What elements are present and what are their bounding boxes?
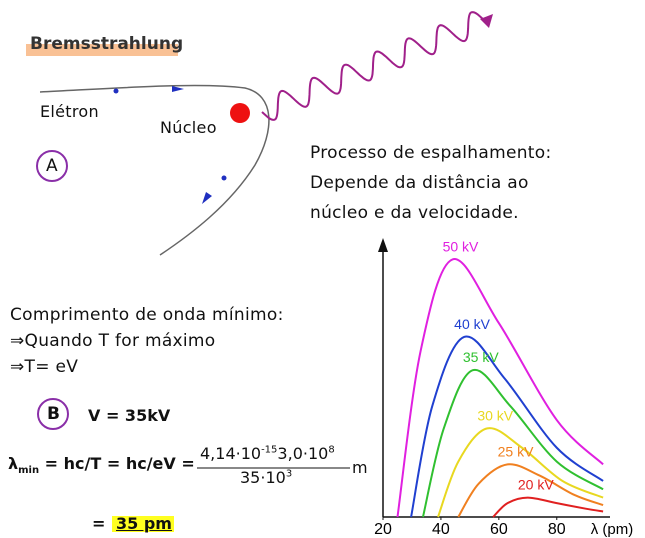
exponent: -15 <box>261 444 278 456</box>
electron-dot <box>113 88 119 94</box>
numerator: 4,14·10-153,0·108 <box>200 444 335 463</box>
x-tick-label: 80 <box>548 521 566 538</box>
result-highlight <box>112 516 174 532</box>
formula-text: = hc/T = hc/eV = <box>44 454 195 473</box>
exponent: 8 <box>328 444 335 456</box>
electron-path <box>39 84 270 256</box>
exponent: 3 <box>285 468 293 480</box>
arrow <box>202 192 212 204</box>
x-tick-label: 60 <box>490 521 508 538</box>
curve-label: 20 kV <box>518 477 554 493</box>
curve <box>437 427 604 518</box>
nucleus-label: Núcleo <box>160 118 217 137</box>
marker-circle <box>37 398 69 430</box>
result: 35 pm <box>116 514 172 533</box>
electron-dot <box>221 175 227 181</box>
electron-label: Elétron <box>40 102 99 121</box>
text-line: ⇒T= eV <box>10 357 79 377</box>
marker-circle <box>36 150 68 182</box>
axis-arrow <box>378 238 388 252</box>
text-line: Comprimento de onda mínimo: <box>10 305 284 325</box>
text-line: núcleo e da velocidade. <box>310 203 519 223</box>
nucleus <box>230 103 250 123</box>
factor: 35·10 <box>240 468 286 487</box>
curve <box>410 335 604 518</box>
arrow <box>172 86 184 92</box>
title: Bremsstrahlung <box>30 34 184 54</box>
photon-wave <box>261 11 485 121</box>
denominator: 35·103 <box>240 468 292 487</box>
arrow <box>480 14 493 28</box>
curve-label: 50 kV <box>443 238 479 254</box>
x-tick-label: 40 <box>432 521 450 538</box>
curve <box>421 369 604 518</box>
title-highlight <box>26 44 178 56</box>
marker: A <box>46 156 58 176</box>
curve-label: 40 kV <box>454 316 490 332</box>
subscript: min <box>18 465 40 477</box>
curve-label: 30 kV <box>477 407 513 423</box>
factor: 3,0·10 <box>277 444 329 463</box>
factor: 4,14·10 <box>200 444 262 463</box>
symbol: λ <box>8 454 19 473</box>
marker: B <box>47 404 61 424</box>
minimum-text: Comprimento de onda mínimo: ⇒Quando T fo… <box>10 302 284 380</box>
x-tick-label: 20 <box>374 521 392 538</box>
text-line: Depende da distância ao <box>310 173 529 193</box>
curve <box>492 496 604 518</box>
formula-lhs: λmin = hc/T = hc/eV = <box>8 454 195 476</box>
scattering-text: Processo de espalhamento: Depende da dis… <box>310 138 551 228</box>
result-prefix: = <box>92 514 106 533</box>
curve-label: 25 kV <box>498 443 534 459</box>
voltage: V = 35kV <box>88 406 171 425</box>
curve <box>396 258 604 518</box>
text-line: ⇒Quando T for máximo <box>10 331 216 351</box>
unit: m <box>352 458 368 477</box>
x-axis-label: λ (pm) <box>591 521 634 538</box>
text-line: Processo de espalhamento: <box>310 143 552 163</box>
curve-label: 35 kV <box>463 349 499 365</box>
curve <box>457 463 604 518</box>
